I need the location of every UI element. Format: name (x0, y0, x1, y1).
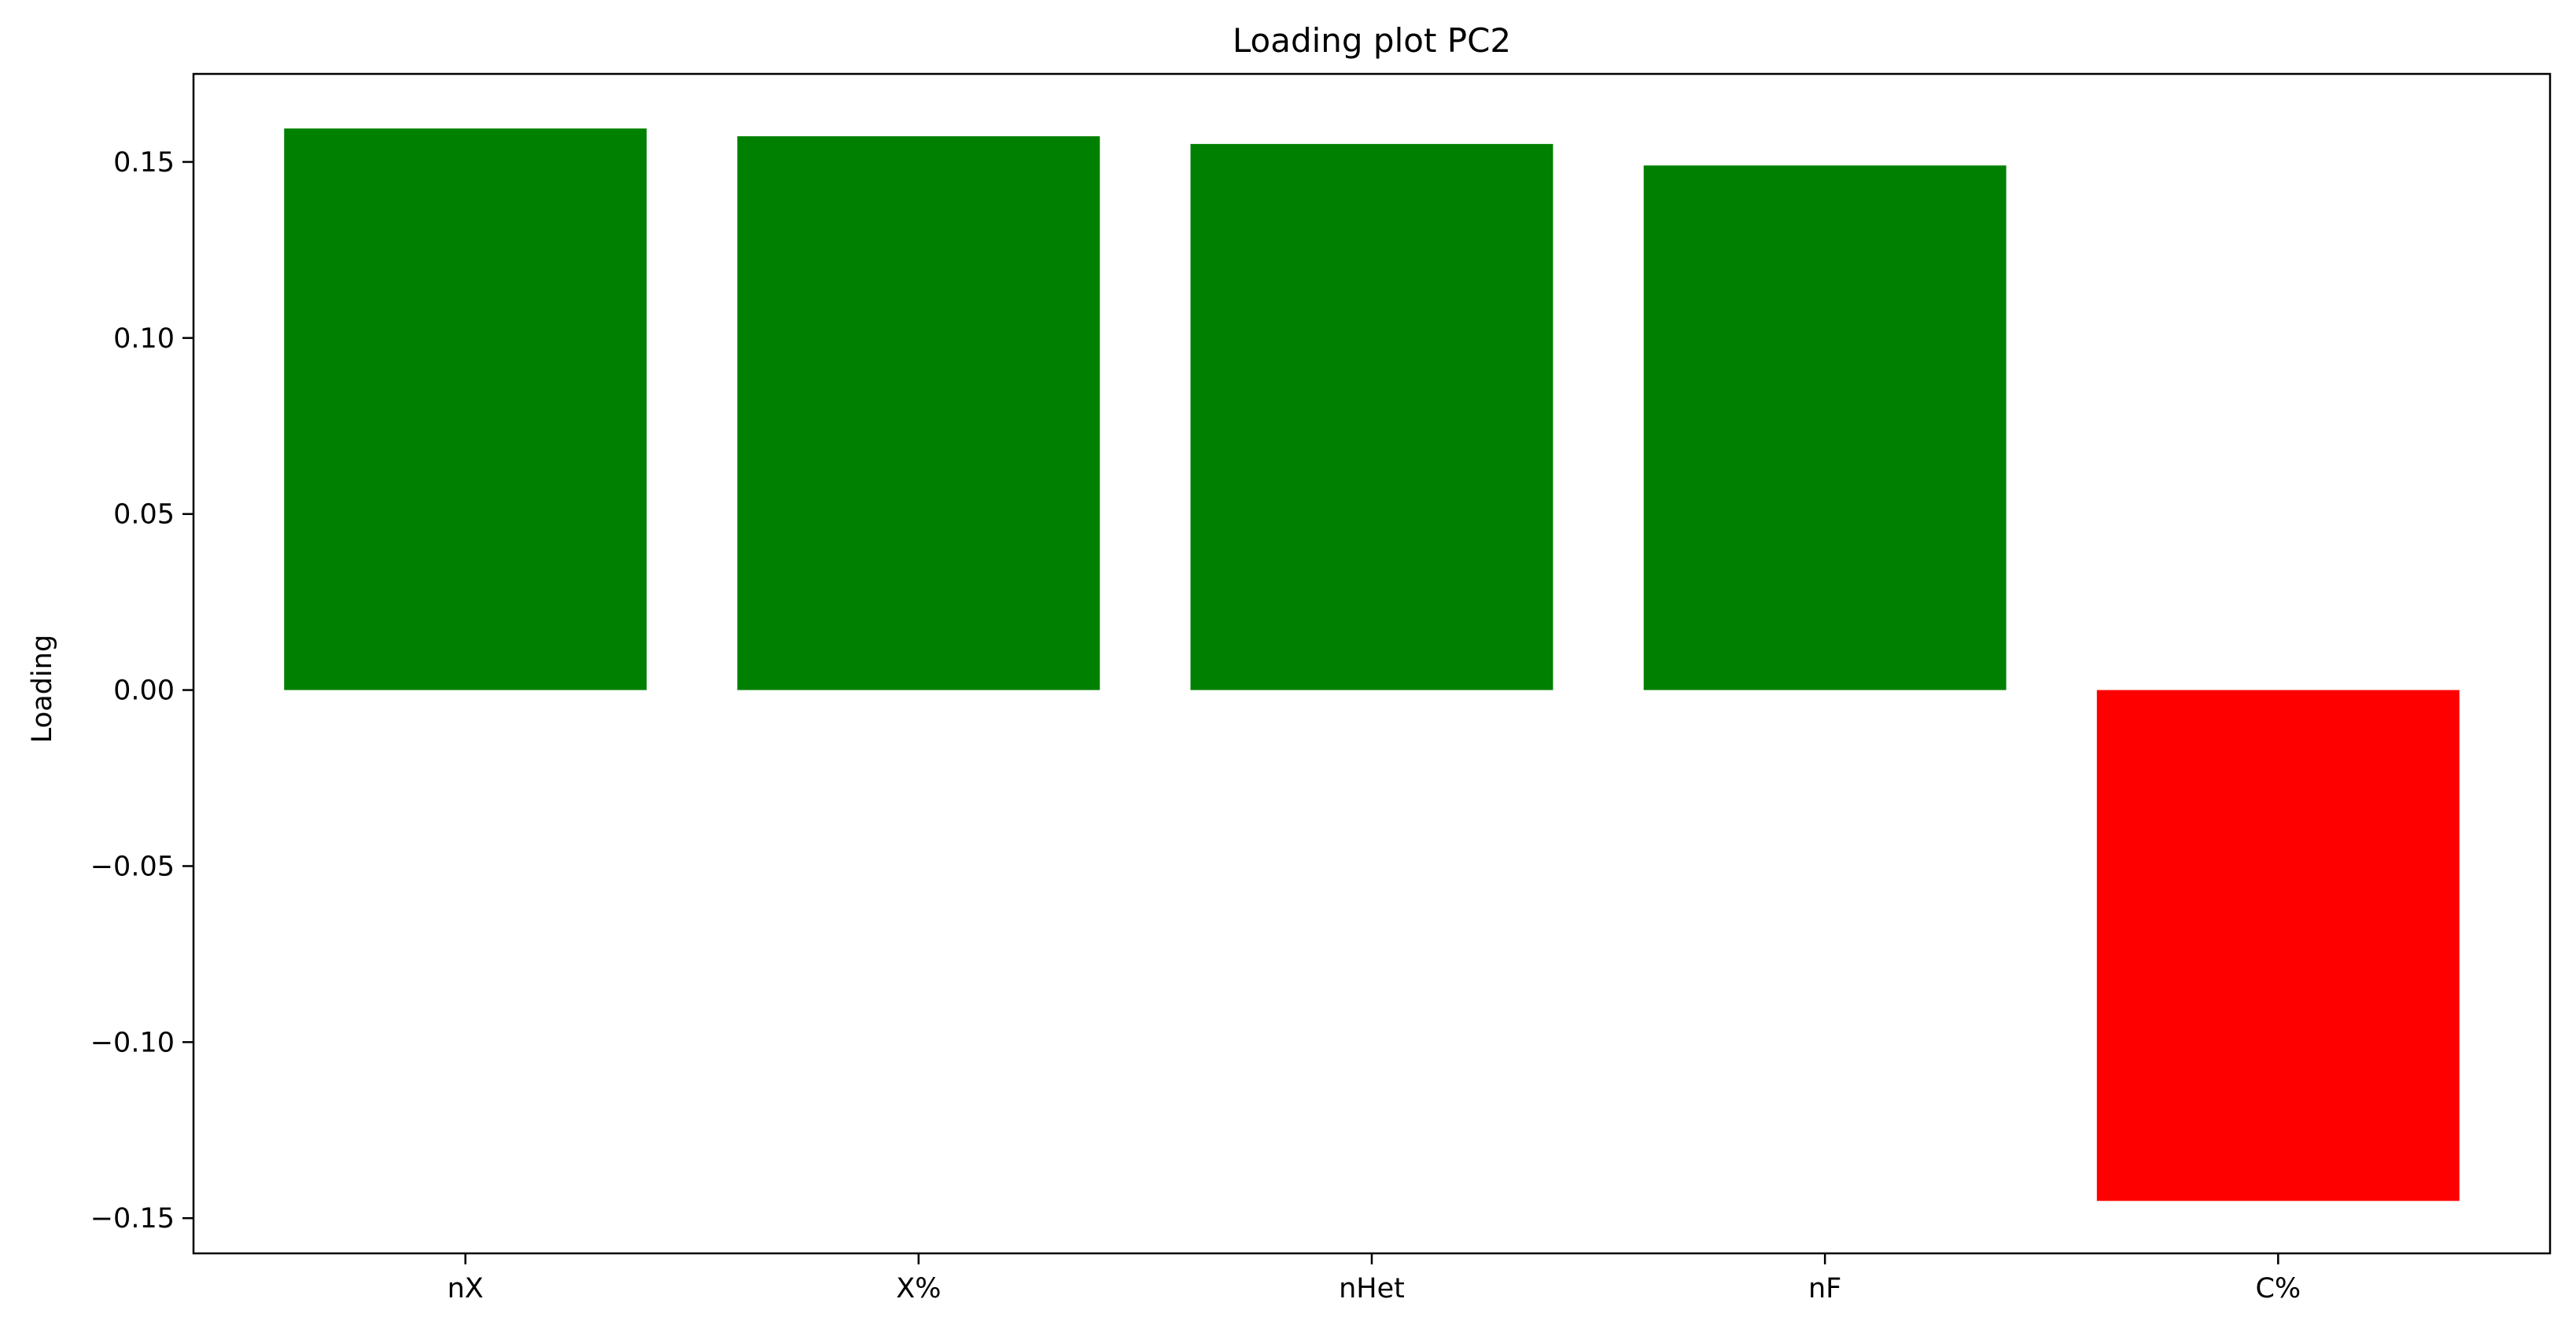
x-axis: nX X% nHet nF C% (448, 1253, 2301, 1304)
bar-nx (284, 128, 647, 690)
x-tick-label: X% (896, 1273, 941, 1304)
x-tick-label: nF (1808, 1273, 1841, 1304)
y-axis-label: Loading (27, 635, 58, 743)
chart-title: Loading plot PC2 (1233, 21, 1511, 60)
y-tick-label: −0.15 (90, 1203, 175, 1234)
y-axis: −0.15 −0.10 −0.05 0.00 0.05 0.10 0.15 (90, 147, 193, 1234)
y-tick-label: −0.05 (90, 851, 175, 882)
x-tick-label: C% (2255, 1273, 2301, 1304)
y-tick-label: 0.15 (113, 147, 175, 178)
x-tick-label: nHet (1339, 1273, 1405, 1304)
plot-frame (192, 72, 2552, 1255)
y-tick-label: 0.10 (113, 323, 175, 355)
bar-c-pct (2096, 690, 2460, 1201)
bar-nhet (1190, 144, 1553, 690)
y-tick-label: −0.10 (90, 1027, 175, 1058)
y-tick-label: 0.05 (113, 499, 175, 531)
x-tick-label: nX (448, 1273, 484, 1304)
bar-x-pct (737, 136, 1100, 690)
bars-group (284, 128, 2460, 1201)
y-tick-label: 0.00 (113, 675, 175, 707)
bar-nf (1643, 165, 2007, 690)
